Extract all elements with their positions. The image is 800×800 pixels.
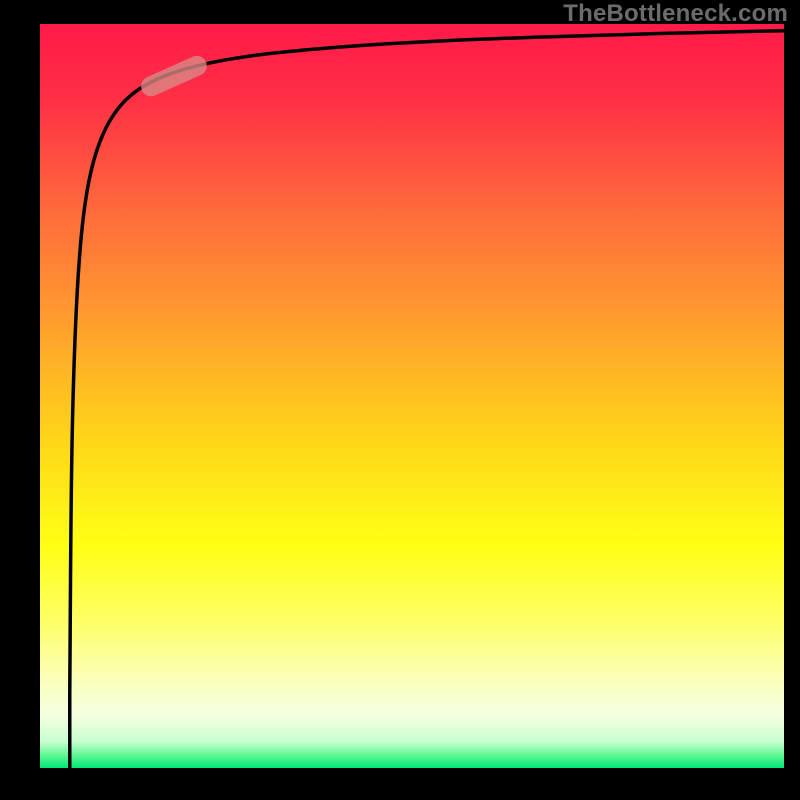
bottleneck-chart (0, 0, 800, 800)
chart-canvas: TheBottleneck.com (0, 0, 800, 800)
plot-background (40, 24, 784, 768)
watermark-label: TheBottleneck.com (563, 0, 788, 28)
